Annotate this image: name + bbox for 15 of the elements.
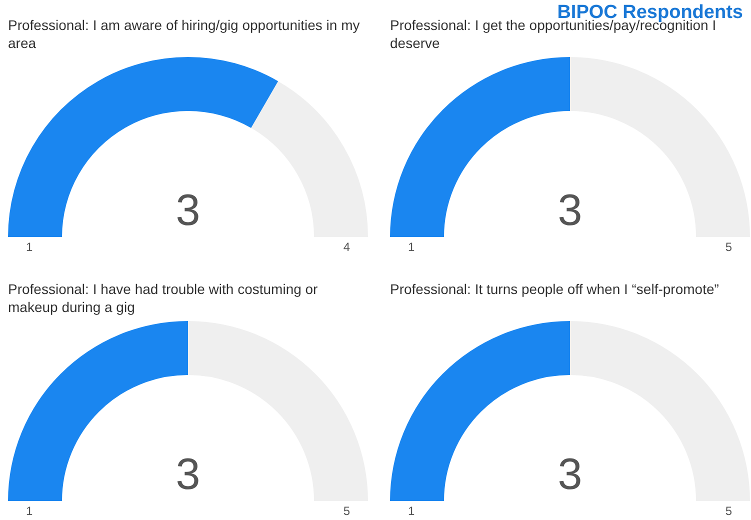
text: 5 bbox=[725, 240, 732, 254]
chart-title: Professional: It turns people off when I “self-promote” bbox=[390, 280, 720, 299]
text: 1 bbox=[26, 240, 33, 254]
chart-title: Professional: I am aware of hiring/gig opportunities in my area bbox=[8, 16, 361, 53]
text: 1 bbox=[26, 504, 33, 518]
text: 3 bbox=[176, 450, 200, 499]
text: 3 bbox=[558, 450, 582, 499]
text: 5 bbox=[725, 504, 732, 518]
text: 3 bbox=[558, 186, 582, 235]
text: 1 bbox=[408, 240, 415, 254]
chart-title: Professional: I have had trouble with costuming or makeup during a gig bbox=[8, 280, 319, 317]
text: 4 bbox=[343, 240, 350, 254]
text: 3 bbox=[176, 186, 200, 235]
text: 1 bbox=[408, 504, 415, 518]
text: 5 bbox=[343, 504, 350, 518]
